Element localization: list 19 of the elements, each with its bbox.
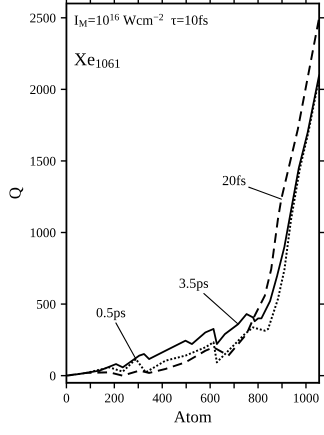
y-axis-title: Q (9, 187, 24, 198)
x-tick-label: 200 (105, 394, 124, 402)
x-tick-label: 1000 (294, 394, 319, 402)
y-tick-label: 500 (36, 300, 56, 309)
y-tick-label: 0 (50, 371, 56, 380)
text: 3.5ps (180, 278, 208, 291)
text: 20fs (222, 175, 246, 186)
x-tick-label: 600 (200, 394, 220, 402)
x-tick-label: 0 (64, 394, 70, 402)
text: 0.5ps (96, 308, 126, 320)
y-tick-label: 2000 (30, 85, 56, 94)
annotation: Xe$_{1061}$ (74, 53, 120, 68)
x-tick-label: 800 (248, 394, 268, 402)
x-axis-title: Atom (174, 411, 212, 422)
x-tick-label: 400 (152, 394, 172, 402)
y-tick-label: 1500 (30, 156, 56, 166)
y-tick-label: 1000 (30, 228, 56, 238)
annotation: I$_{M}$=10$^{16}$ Wcm$^{−2}$ τ=10fs (74, 14, 208, 27)
y-tick-label: 2500 (30, 14, 56, 22)
